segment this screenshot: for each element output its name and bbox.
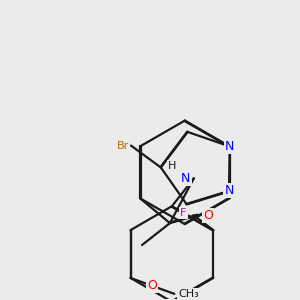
Text: CH₃: CH₃ (178, 289, 199, 299)
Text: H: H (168, 161, 176, 171)
Text: N: N (225, 140, 234, 153)
Text: N: N (181, 172, 190, 185)
Text: O: O (203, 209, 213, 222)
Text: F: F (180, 208, 187, 218)
Text: O: O (148, 279, 158, 292)
Text: N: N (224, 184, 234, 197)
Text: Br: Br (117, 141, 129, 151)
